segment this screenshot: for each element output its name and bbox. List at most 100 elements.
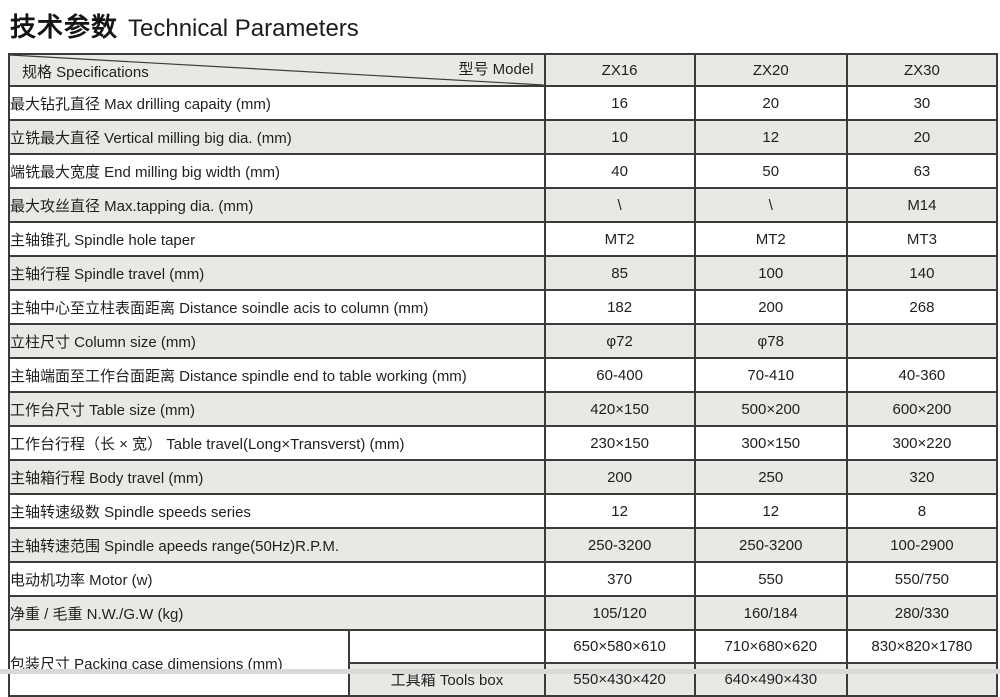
cell-value: \ [693,187,848,223]
cell-value: 710×680×620 [693,629,848,664]
cell-value: 12 [693,119,848,155]
cell-value: 30 [845,85,999,121]
cell-value: 85 [543,255,696,291]
row-label: 最大攻丝直径 Max.tapping dia. (mm) [8,187,546,223]
row-label: 主轴转速级数 Spindle speeds series [8,493,546,529]
cell-value: 300×220 [845,425,999,461]
table-row: 主轴中心至立柱表面距离 Distance soindle acis to col… [8,289,999,325]
cell-value: 100 [693,255,848,291]
cell-value: 250-3200 [543,527,696,563]
row-label: 工作台行程（长 × 宽） Table travel(Long×Transvers… [8,425,546,461]
cell-value: 100-2900 [845,527,999,563]
table-row: 立铣最大直径 Vertical milling big dia. (mm) 10… [8,119,999,155]
table-row: 主轴转速级数 Spindle speeds series 12 12 8 [8,493,999,529]
page-title-zh: 技术参数 [10,12,119,42]
table-row: 最大攻丝直径 Max.tapping dia. (mm) \ \ M14 [8,187,999,223]
row-label: 主轴行程 Spindle travel (mm) [8,255,546,291]
table-row: 端铣最大宽度 End milling big width (mm) 40 50 … [8,153,999,189]
row-label: 立铣最大直径 Vertical milling big dia. (mm) [8,119,546,155]
cell-value: 70-410 [693,357,848,393]
cell-value: 160/184 [693,595,848,631]
cell-value: 300×150 [693,425,848,461]
table-row: 电动机功率 Motor (w) 370 550 550/750 [8,561,999,597]
cell-value: 550 [693,561,848,597]
column-header-zx16: ZX16 [543,53,696,87]
table-row: 主轴箱行程 Body travel (mm) 200 250 320 [8,459,999,495]
cell-value: 200 [543,459,696,495]
cell-value: MT2 [693,221,848,257]
table-row: 主轴端面至工作台面距离 Distance spindle end to tabl… [8,357,999,393]
cell-value: 268 [845,289,999,325]
cell-value: 230×150 [543,425,696,461]
table-row: 最大钻孔直径 Max drilling capaity (mm) 16 20 3… [8,85,999,121]
table-row: 主轴锥孔 Spindle hole taper MT2 MT2 MT3 [8,221,999,257]
row-label: 端铣最大宽度 End milling big width (mm) [8,153,546,189]
cell-value: 40 [543,153,696,189]
table-row: 工作台尺寸 Table size (mm) 420×150 500×200 60… [8,391,999,427]
packing-label: 包装尺寸 Packing case dimensions (mm) [7,629,351,697]
cell-value: 320 [845,459,999,495]
cell-value: 830×820×1780 [845,629,999,664]
cell-value: 12 [693,493,848,529]
page-bottom-strip [0,669,1000,674]
cell-value: 16 [543,85,696,121]
tools-box-label: 工具箱 Tools box [348,662,546,697]
technical-parameters-table: 规格 Specifications 型号 Model ZX16 ZX20 ZX3… [7,53,999,697]
table-row: 工作台行程（长 × 宽） Table travel(Long×Transvers… [8,425,999,461]
cell-value: 250-3200 [693,527,848,563]
cell-value: 420×150 [543,391,696,427]
cell-value: 105/120 [543,595,696,631]
table-header-row: 规格 Specifications 型号 Model ZX16 ZX20 ZX3… [8,53,999,87]
row-label: 工作台尺寸 Table size (mm) [8,391,546,427]
cell-value: 8 [845,493,999,529]
diagonal-divider [10,55,544,85]
cell-value: φ72 [543,323,696,359]
column-header-zx30: ZX30 [845,53,999,87]
cell-value: \ [543,187,696,223]
table-row: 主轴转速范围 Spindle apeeds range(50Hz)R.P.M. … [8,527,999,563]
cell-value: 10 [543,119,696,155]
column-header-zx20: ZX20 [693,53,848,87]
cell-value: 640×490×430 [693,662,848,697]
cell-value: 40-360 [845,357,999,393]
row-label: 主轴锥孔 Spindle hole taper [8,221,546,257]
page-title-en: Technical Parameters [128,15,359,42]
cell-value: 280/330 [845,595,999,631]
cell-value: MT2 [543,221,696,257]
cell-value: 20 [845,119,999,155]
cell-value: 250 [693,459,848,495]
cell-value: 600×200 [845,391,999,427]
row-label: 主轴中心至立柱表面距离 Distance soindle acis to col… [8,289,546,325]
header-corner-cell: 规格 Specifications 型号 Model [8,53,546,87]
page-title: 技术参数 Technical Parameters [0,0,1000,44]
cell-value: 550/750 [845,561,999,597]
row-label: 主轴端面至工作台面距离 Distance spindle end to tabl… [8,357,546,393]
cell-value [845,323,999,359]
cell-value: M14 [845,187,999,223]
row-label: 最大钻孔直径 Max drilling capaity (mm) [8,85,546,121]
table-row: 主轴行程 Spindle travel (mm) 85 100 140 [8,255,999,291]
packing-row-case: 包装尺寸 Packing case dimensions (mm) 650×58… [7,629,999,697]
spec-header-label: 规格 Specifications [22,64,149,81]
cell-value: 140 [845,255,999,291]
model-header-label: 型号 Model [458,61,534,78]
cell-value: 370 [543,561,696,597]
cell-value: 550×430×420 [543,662,696,697]
cell-value: 60-400 [543,357,696,393]
cell-value: 200 [693,289,848,325]
cell-value [845,662,999,697]
cell-value: 20 [693,85,848,121]
row-label: 净重 / 毛重 N.W./G.W (kg) [8,595,546,631]
cell-value: 500×200 [693,391,848,427]
cell-value: 50 [693,153,848,189]
cell-value: φ78 [693,323,848,359]
packing-sub-empty-cell [348,629,546,664]
cell-value: 182 [543,289,696,325]
row-label: 主轴箱行程 Body travel (mm) [8,459,546,495]
table-row: 净重 / 毛重 N.W./G.W (kg) 105/120 160/184 28… [8,595,999,631]
cell-value: 63 [845,153,999,189]
row-label: 电动机功率 Motor (w) [8,561,546,597]
table-row: 立柱尺寸 Column size (mm) φ72 φ78 [8,323,999,359]
row-label: 立柱尺寸 Column size (mm) [8,323,546,359]
cell-value: MT3 [845,221,999,257]
